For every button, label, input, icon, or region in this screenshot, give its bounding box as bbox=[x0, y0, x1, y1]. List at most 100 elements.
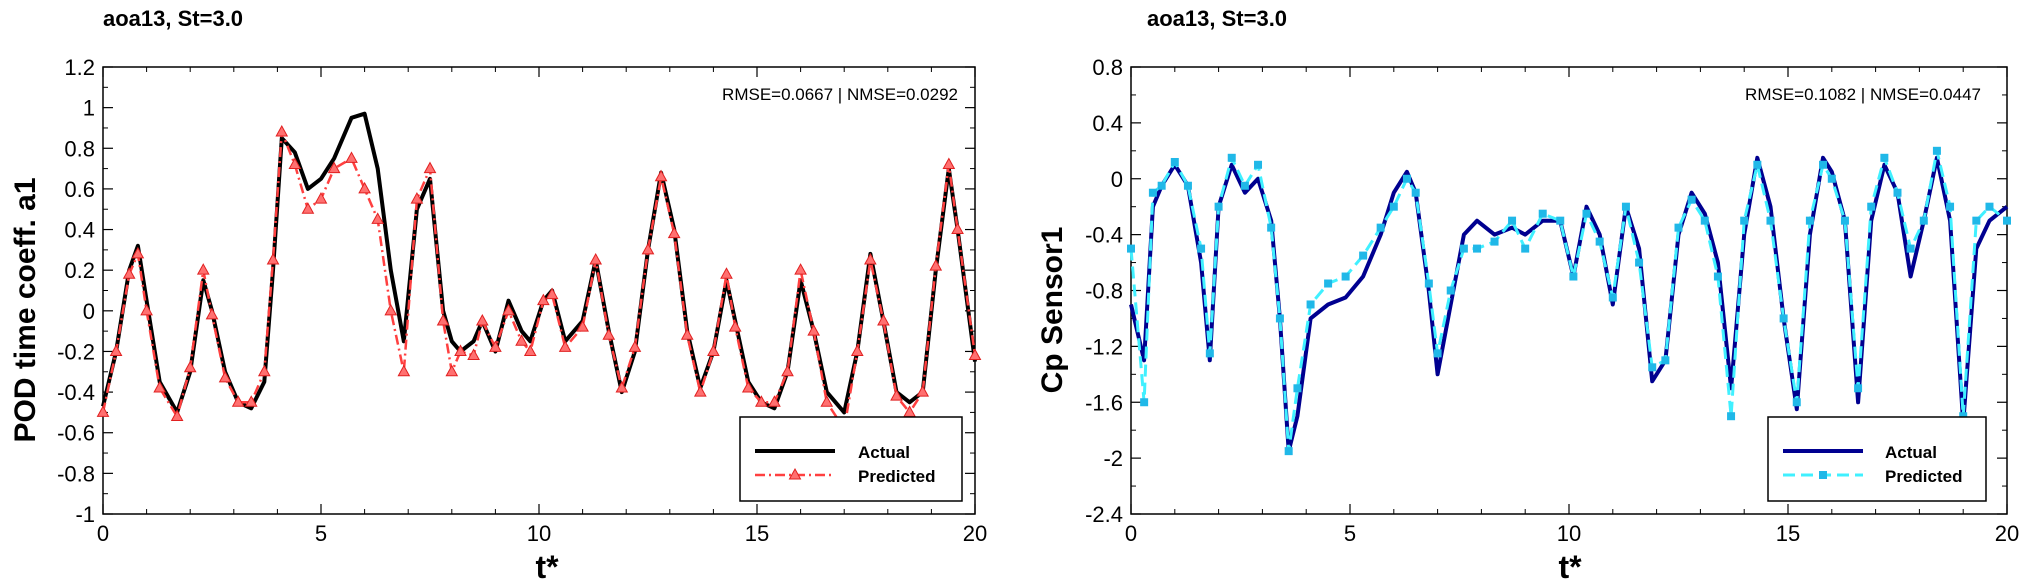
data-point-predicted bbox=[275, 124, 289, 137]
data-point-predicted bbox=[1389, 202, 1398, 211]
series-line-predicted bbox=[1129, 149, 2008, 453]
y-tick-label: 0.4 bbox=[1092, 111, 1123, 136]
chart-title: aoa13, St=3.0 bbox=[1147, 6, 1287, 31]
data-point-predicted bbox=[371, 212, 385, 224]
series-line-actual bbox=[101, 111, 977, 415]
data-point-predicted bbox=[96, 405, 110, 417]
data-point-predicted bbox=[680, 328, 694, 340]
data-point-predicted bbox=[384, 303, 398, 316]
data-point-predicted bbox=[1508, 216, 1517, 225]
data-point-predicted bbox=[864, 252, 877, 265]
data-point-predicted bbox=[558, 340, 572, 352]
data-point-predicted bbox=[1227, 153, 1236, 162]
data-point-predicted bbox=[1490, 237, 1499, 246]
chart-title: aoa13, St=3.0 bbox=[103, 6, 243, 31]
chart-pod-time-coeff: aoa13, St=3.0 POD time coeff. a1 t* RMSE… bbox=[9, 6, 987, 585]
data-point-predicted bbox=[345, 151, 358, 163]
legend-box bbox=[1767, 416, 1987, 502]
x-tick-label: 0 bbox=[97, 521, 109, 546]
data-point-predicted bbox=[545, 287, 559, 300]
plot-area: -1 -0.8 -0.6 -0.4 -0.2 0 0.2 0.4 0.6 0.8 1 1.2 0 5 10 1… bbox=[57, 55, 987, 546]
data-point-predicted bbox=[327, 161, 341, 174]
y-tick-label: 0.6 bbox=[64, 177, 95, 202]
data-point-predicted bbox=[641, 242, 655, 255]
data-point-predicted bbox=[602, 328, 616, 340]
x-tick-label: 5 bbox=[315, 521, 327, 546]
data-point-predicted bbox=[183, 360, 197, 373]
data-point-predicted bbox=[1341, 272, 1350, 281]
y-tick-label: -1.2 bbox=[1085, 334, 1123, 359]
data-point-predicted bbox=[1840, 216, 1849, 225]
data-point-predicted bbox=[728, 320, 742, 332]
data-point-predicted bbox=[916, 385, 930, 397]
data-point-predicted bbox=[515, 334, 528, 346]
data-point-predicted bbox=[1595, 237, 1604, 246]
data-point-predicted bbox=[720, 267, 733, 279]
data-point-predicted bbox=[741, 380, 755, 393]
data-point-predicted bbox=[1919, 216, 1928, 225]
x-tick-label: 0 bbox=[1125, 521, 1137, 546]
y-tick-label: -2 bbox=[1103, 446, 1123, 471]
data-point-predicted bbox=[755, 395, 768, 407]
data-point-predicted bbox=[1740, 216, 1749, 225]
data-point-predicted bbox=[576, 320, 589, 332]
data-point-predicted bbox=[1183, 181, 1192, 190]
data-point-predicted bbox=[170, 409, 184, 421]
y-tick-label: -0.8 bbox=[57, 461, 95, 486]
data-point-predicted bbox=[1459, 244, 1468, 253]
y-tick-label: 0 bbox=[1111, 167, 1123, 192]
data-point-predicted bbox=[1521, 244, 1530, 253]
data-point-predicted bbox=[1446, 286, 1455, 295]
data-point-predicted bbox=[1170, 157, 1179, 166]
data-point-predicted bbox=[1819, 160, 1828, 169]
data-point-predicted bbox=[1779, 314, 1788, 323]
data-point-predicted bbox=[1214, 202, 1223, 211]
data-point-predicted bbox=[1972, 216, 1981, 225]
data-point-predicted bbox=[1854, 384, 1863, 393]
legend: Actual Predicted bbox=[1767, 416, 1987, 502]
data-point-predicted bbox=[153, 380, 167, 393]
y-axis-label: POD time coeff. a1 bbox=[9, 177, 42, 442]
data-point-predicted bbox=[523, 344, 537, 356]
data-point-predicted bbox=[877, 313, 890, 326]
data-point-predicted bbox=[1648, 363, 1657, 372]
data-point-predicted bbox=[1157, 181, 1166, 190]
data-point-predicted bbox=[502, 303, 515, 316]
data-point-predicted bbox=[1205, 349, 1214, 358]
y-axis-label: Cp Sensor1 bbox=[1036, 227, 1069, 394]
y-tick-label: -1.6 bbox=[1085, 390, 1123, 415]
y-tick-label: 1 bbox=[83, 96, 95, 121]
x-tick-label: 10 bbox=[1557, 521, 1581, 546]
data-point-predicted bbox=[1127, 244, 1135, 253]
data-point-predicted bbox=[454, 344, 467, 356]
x-tick-label: 10 bbox=[527, 521, 551, 546]
data-point-predicted bbox=[109, 344, 123, 356]
data-point-predicted bbox=[1582, 209, 1591, 218]
data-point-predicted bbox=[1985, 202, 1994, 211]
data-point-predicted bbox=[1411, 188, 1420, 197]
data-point-predicted bbox=[288, 157, 302, 170]
data-point-predicted bbox=[1635, 258, 1644, 267]
legend-predicted-marker bbox=[788, 467, 802, 480]
data-point-predicted bbox=[1661, 356, 1670, 365]
y-tick-label: -0.4 bbox=[57, 380, 95, 405]
legend-predicted-label: Predicted bbox=[858, 467, 935, 486]
data-point-predicted bbox=[615, 380, 629, 393]
data-point-predicted bbox=[794, 263, 807, 275]
series-line-actual bbox=[1129, 155, 2009, 454]
data-point-predicted bbox=[1433, 349, 1442, 358]
legend: Actual Predicted bbox=[739, 416, 963, 502]
data-point-predicted bbox=[1473, 244, 1482, 253]
data-point-predicted bbox=[257, 364, 271, 377]
data-point-predicted bbox=[196, 263, 210, 275]
data-point-predicted bbox=[1608, 293, 1617, 302]
data-point-predicted bbox=[1306, 300, 1315, 309]
data-point-predicted bbox=[1700, 216, 1709, 225]
data-point-predicted bbox=[205, 307, 219, 320]
data-point-predicted bbox=[890, 389, 903, 401]
data-point-predicted bbox=[1240, 181, 1249, 190]
data-point-predicted bbox=[244, 395, 258, 407]
data-point-predicted bbox=[1148, 188, 1157, 197]
data-point-predicted bbox=[1556, 216, 1565, 225]
data-point-predicted bbox=[1674, 223, 1683, 232]
